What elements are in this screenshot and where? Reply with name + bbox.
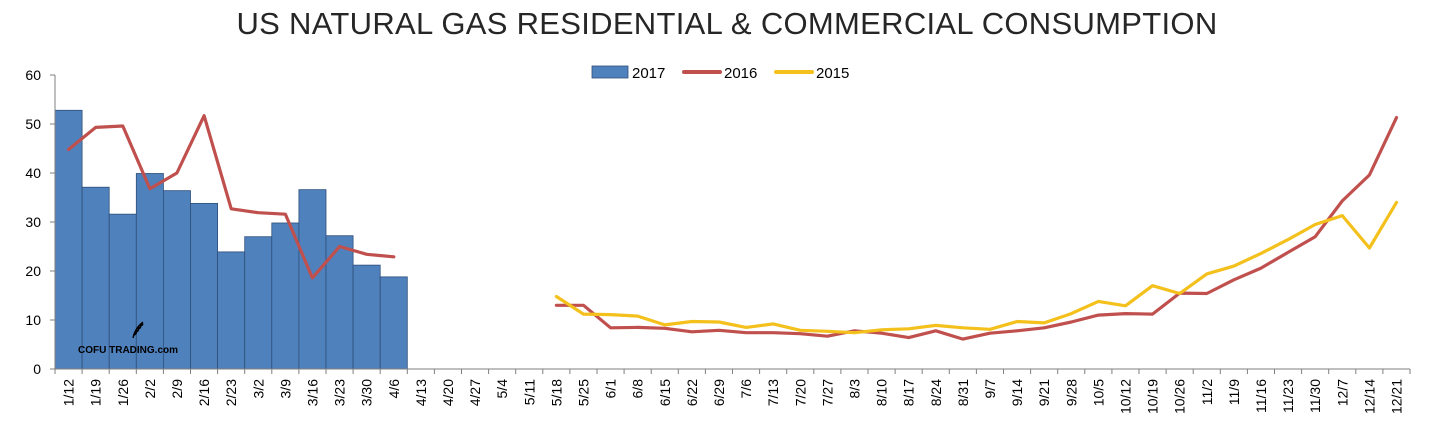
- x-tick-label: 8/17: [901, 379, 917, 406]
- bar-2017: [244, 236, 273, 370]
- bar-2017: [135, 173, 164, 370]
- y-tick-label: 40: [25, 165, 41, 181]
- x-tick-label: 4/27: [467, 379, 483, 406]
- x-tick-label: 3/23: [332, 379, 348, 406]
- x-tick-label: 10/12: [1117, 379, 1133, 414]
- x-tick-label: 5/25: [575, 379, 591, 406]
- x-tick-label: 12/21: [1388, 379, 1404, 414]
- x-tick-label: 2/16: [196, 379, 212, 406]
- x-tick-label: 8/24: [928, 379, 944, 406]
- x-tick-label: 5/4: [494, 379, 510, 399]
- series-line-2015: [554, 200, 1399, 335]
- bar-2017: [108, 213, 137, 370]
- bar-2017: [190, 202, 219, 370]
- series-line-2016: [66, 114, 1399, 341]
- x-tick-label: 4/13: [413, 379, 429, 406]
- x-tick-label: 8/31: [955, 379, 971, 406]
- y-tick-label: 60: [25, 67, 41, 83]
- x-tick-label: 11/23: [1280, 379, 1296, 413]
- x-tick-label: 10/5: [1090, 379, 1106, 406]
- bar-2017: [81, 186, 110, 370]
- x-tick-label: 9/7: [982, 379, 998, 399]
- x-tick-label: 3/2: [250, 379, 266, 399]
- x-tick-label: 9/21: [1036, 379, 1052, 406]
- x-tick-label: 9/28: [1063, 379, 1079, 406]
- x-tick-label: 7/20: [792, 379, 808, 406]
- x-tick-label: 12/14: [1361, 379, 1377, 414]
- x-tick-label: 5/18: [548, 379, 564, 406]
- x-tick-label: 9/14: [1009, 379, 1025, 406]
- watermark-text: COFU TRADING.com: [78, 345, 178, 356]
- chart-title: US NATURAL GAS RESIDENTIAL & COMMERCIAL …: [236, 6, 1218, 41]
- bar-2017: [271, 222, 300, 370]
- x-tick-label: 1/19: [88, 379, 104, 406]
- x-tick-label: 7/13: [765, 379, 781, 406]
- y-tick-label: 20: [25, 263, 41, 279]
- x-tick-label: 11/9: [1226, 379, 1242, 405]
- bar-2017: [162, 190, 191, 370]
- bar-2017: [217, 251, 246, 370]
- wheat-logo-grain: [133, 332, 137, 336]
- x-tick-label: 7/27: [819, 379, 835, 406]
- watermark: COFU TRADING.com: [78, 321, 178, 356]
- x-tick-label: 5/11: [521, 379, 537, 405]
- x-tick-label: 1/26: [115, 379, 131, 406]
- y-tick-label: 50: [25, 116, 41, 132]
- x-tick-label: 8/3: [846, 379, 862, 399]
- x-tick-label: 2/9: [169, 379, 185, 399]
- x-tick-label: 7/6: [738, 379, 754, 399]
- legend-label-2016: 2016: [724, 65, 757, 82]
- legend: 2017 2016 2015: [591, 65, 849, 82]
- x-tick-label: 10/26: [1172, 379, 1188, 414]
- legend-label-2017: 2017: [632, 65, 665, 82]
- x-tick-label: 6/29: [711, 379, 727, 406]
- x-tick-label: 6/8: [630, 379, 646, 399]
- x-tick-label: 1/12: [61, 379, 77, 406]
- y-tick-label: 10: [25, 312, 41, 328]
- y-tick-label: 0: [33, 361, 41, 377]
- x-tick-label: 11/2: [1199, 379, 1215, 405]
- wheat-logo-grain: [139, 323, 144, 327]
- x-tick-label: 6/15: [657, 379, 673, 406]
- legend-swatch-2017: [591, 65, 629, 79]
- x-tick-label: 3/9: [277, 379, 293, 399]
- x-tick-label: 11/16: [1253, 379, 1269, 413]
- x-tick-label: 12/7: [1334, 379, 1350, 406]
- x-tick-label: 3/30: [359, 379, 375, 406]
- x-tick-label: 4/6: [386, 379, 402, 399]
- x-tick-label: 6/22: [684, 379, 700, 406]
- bar-2017: [352, 264, 381, 370]
- wheat-logo-grain: [135, 329, 140, 333]
- x-tick-label: 3/16: [304, 379, 320, 406]
- y-tick-label: 30: [25, 214, 41, 230]
- wheat-logo-grain: [137, 326, 142, 330]
- x-tick-label: 10/19: [1145, 379, 1161, 414]
- legend-label-2015: 2015: [816, 65, 849, 82]
- x-tick-label: 11/30: [1307, 379, 1323, 413]
- x-tick-label: 6/1: [603, 379, 619, 399]
- bar-2017: [379, 276, 408, 370]
- wheat-logo-icon: [132, 321, 144, 339]
- x-tick-label: 2/2: [142, 379, 158, 399]
- x-tick-label: 4/20: [440, 379, 456, 406]
- x-tick-label: 8/10: [874, 379, 890, 406]
- x-tick-label: 2/23: [223, 379, 239, 406]
